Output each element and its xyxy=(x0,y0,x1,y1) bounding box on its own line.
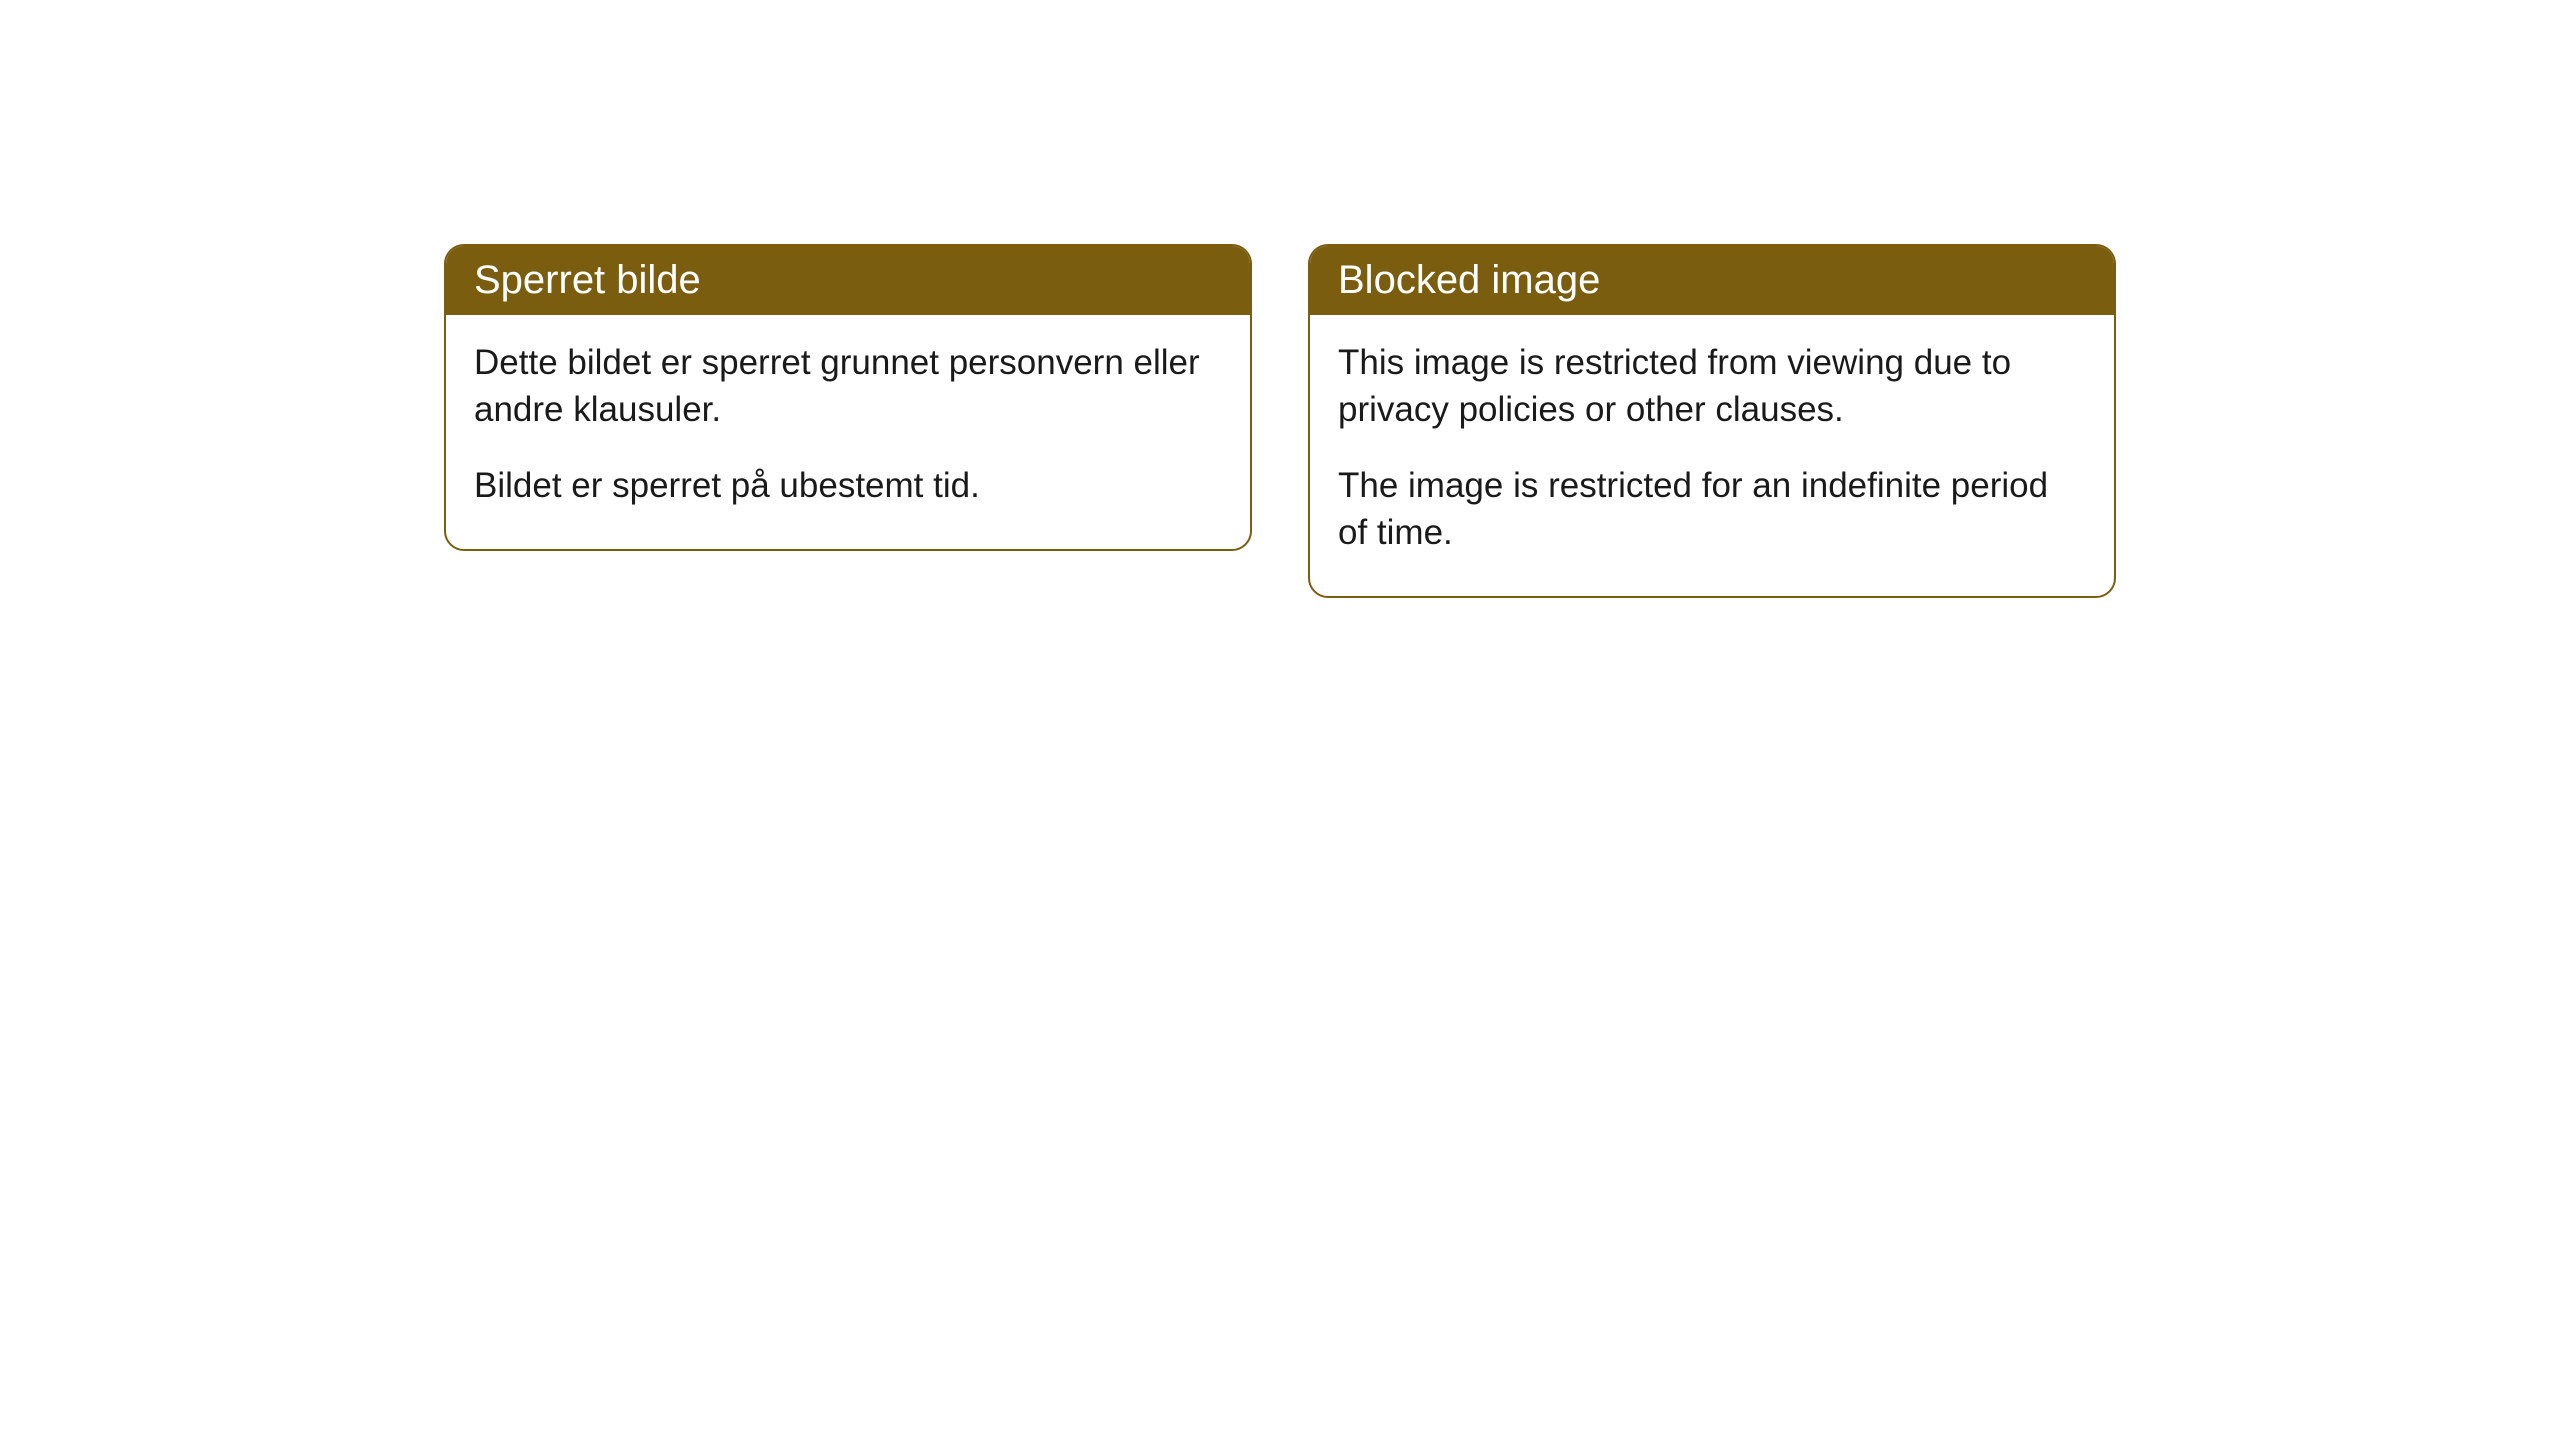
card-header: Sperret bilde xyxy=(446,246,1250,315)
card-paragraph: The image is restricted for an indefinit… xyxy=(1338,462,2086,557)
card-paragraph: This image is restricted from viewing du… xyxy=(1338,339,2086,434)
card-paragraph: Bildet er sperret på ubestemt tid. xyxy=(474,462,1222,509)
card-title: Blocked image xyxy=(1338,258,1600,302)
notice-card-english: Blocked image This image is restricted f… xyxy=(1308,244,2116,598)
notice-card-norwegian: Sperret bilde Dette bildet er sperret gr… xyxy=(444,244,1252,551)
card-body: This image is restricted from viewing du… xyxy=(1310,315,2114,596)
notice-container: Sperret bilde Dette bildet er sperret gr… xyxy=(444,244,2116,1440)
card-header: Blocked image xyxy=(1310,246,2114,315)
card-paragraph: Dette bildet er sperret grunnet personve… xyxy=(474,339,1222,434)
card-title: Sperret bilde xyxy=(474,258,701,302)
card-body: Dette bildet er sperret grunnet personve… xyxy=(446,315,1250,549)
